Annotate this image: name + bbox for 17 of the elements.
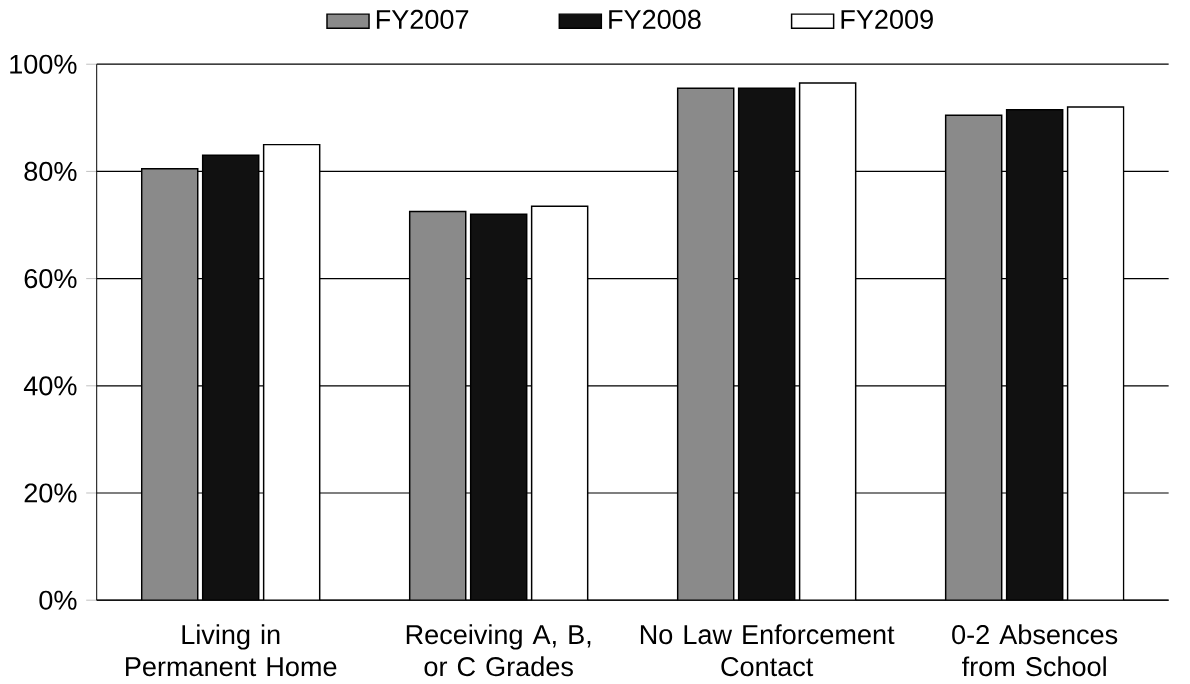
- bar: [737, 87, 796, 600]
- y-tick-label: 40%: [23, 376, 77, 396]
- legend-label: FY2008: [609, 9, 701, 29]
- legend-label: FY2009: [841, 9, 933, 29]
- y-tick-label: 20%: [24, 483, 77, 503]
- y-tick-label: 0%: [39, 590, 77, 610]
- x-tick-label: 0-2 Absences from School: [952, 624, 1118, 677]
- y-tick-label: 80%: [24, 161, 77, 181]
- y-tick-label: 60%: [24, 268, 77, 288]
- x-tick-label: Receiving A, B, or C Grades: [406, 624, 591, 677]
- legend-label: FY2007: [376, 9, 469, 29]
- bar: [201, 154, 260, 600]
- bar: [1005, 108, 1064, 600]
- bar: [469, 213, 528, 600]
- x-tick-label: Living in Permanent Home: [126, 624, 337, 677]
- x-tick-label: No Law Enforcement Contact: [640, 624, 895, 676]
- y-tick-label: 100%: [10, 54, 77, 74]
